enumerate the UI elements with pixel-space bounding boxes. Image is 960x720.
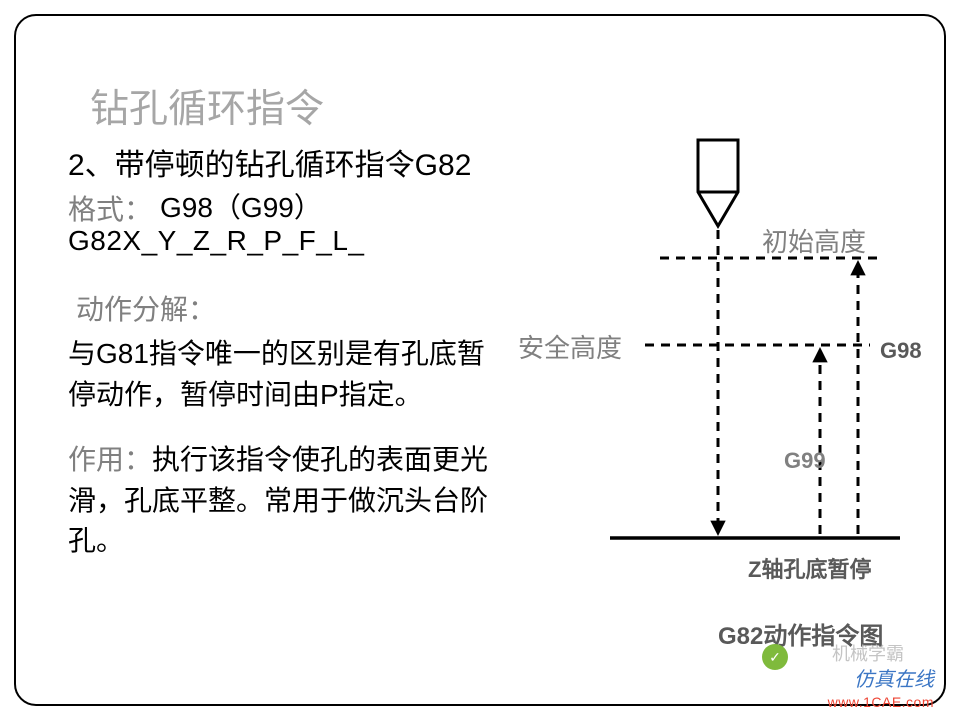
label-initial-height: 初始高度 bbox=[762, 222, 866, 259]
section-subtitle: 2、带停顿的钻孔循环指令G82 bbox=[68, 140, 471, 184]
format-line1: G98（G99） bbox=[160, 186, 322, 226]
wechat-icon: ✓ bbox=[762, 644, 788, 670]
label-g99: G99 bbox=[784, 448, 826, 474]
watermark-site: 仿真在线 bbox=[854, 663, 934, 692]
watermark-url: www.1CAE.com bbox=[828, 694, 934, 710]
format-line2: G82X_Y_Z_R_P_F_L_ bbox=[68, 225, 364, 257]
purpose-label: 作用： bbox=[68, 444, 152, 475]
purpose-block: 作用：执行该指令使孔的表面更光滑，孔底平整。常用于做沉头台阶孔。 bbox=[68, 440, 508, 562]
format-label: 格式： bbox=[68, 188, 152, 228]
label-safe-height: 安全高度 bbox=[518, 328, 622, 365]
action-label: 动作分解： bbox=[76, 288, 216, 328]
label-g98: G98 bbox=[880, 338, 922, 364]
label-z-pause: Z轴孔底暂停 bbox=[748, 556, 918, 585]
page-title: 钻孔循环指令 bbox=[90, 78, 324, 134]
action-body: 与G81指令唯一的区别是有孔底暂停动作，暂停时间由P指定。 bbox=[68, 334, 498, 415]
